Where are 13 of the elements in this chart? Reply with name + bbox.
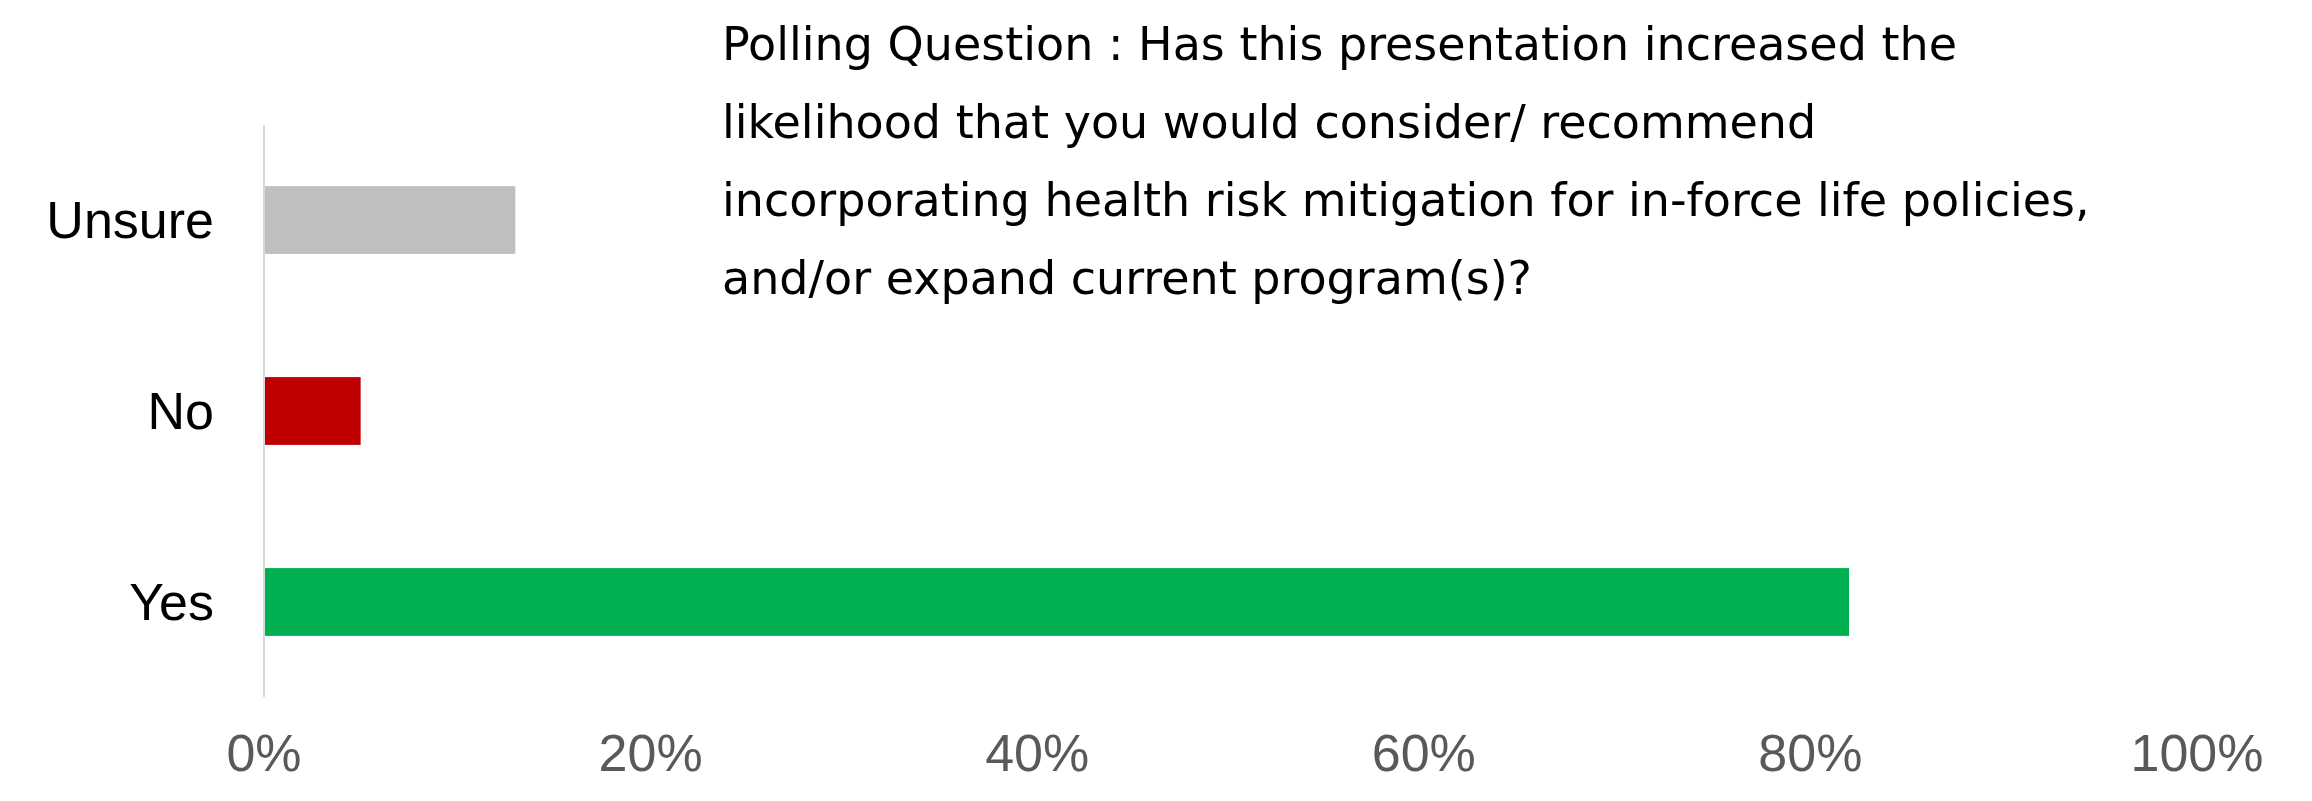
bar [264, 568, 1850, 636]
y-tick-label: No [147, 382, 214, 440]
x-tick-label: 20% [598, 724, 703, 782]
x-tick-label: 60% [1371, 724, 1476, 782]
y-tick-label: Unsure [46, 191, 214, 250]
bar [264, 186, 516, 254]
x-tick-label: 100% [2130, 724, 2264, 782]
x-tick-label: 40% [985, 724, 1090, 782]
bar [264, 377, 361, 445]
y-tick-label: Yes [129, 572, 214, 631]
x-tick-label: 0% [226, 724, 302, 782]
x-tick-label: 80% [1758, 724, 1863, 782]
chart-title: Polling Question : Has this presentation increased the likelihood that you would consider/ recommend incorporating health risk mitigation for in-force life policies, and/or expand current program(s)? [722, 17, 2090, 305]
